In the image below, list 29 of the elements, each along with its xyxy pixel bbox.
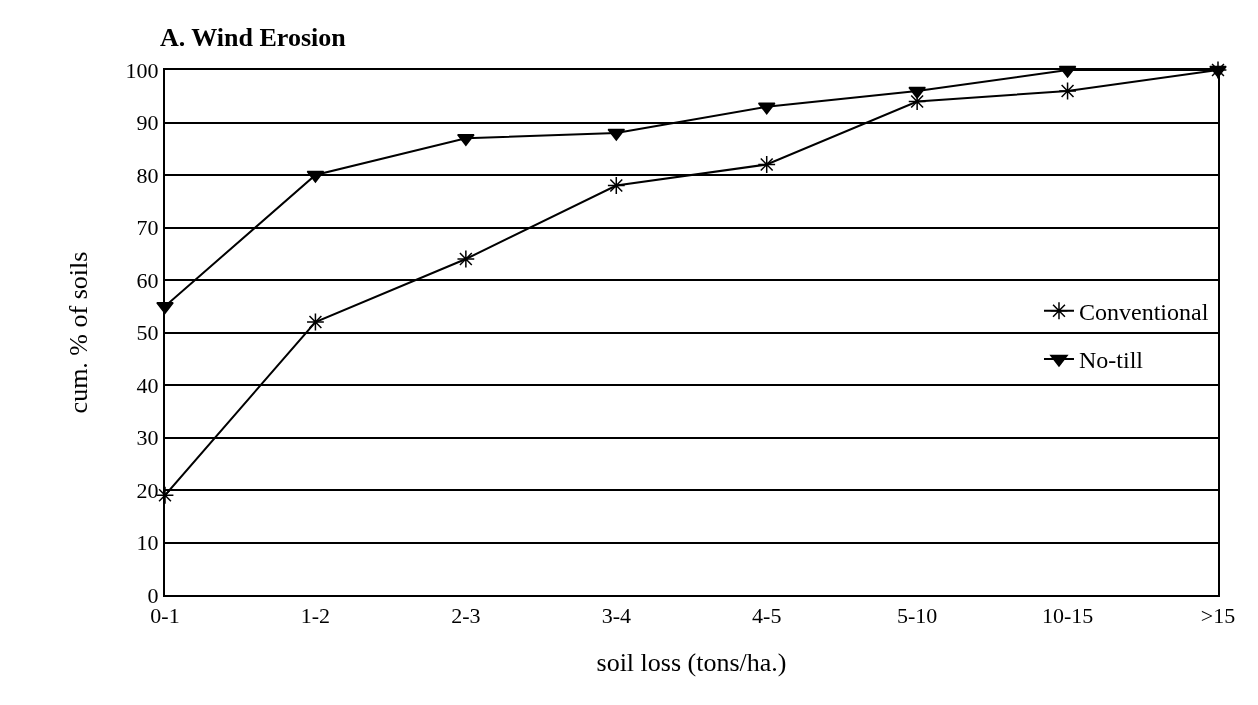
y-tick-label: 80 bbox=[136, 162, 159, 188]
y-tick-label: 100 bbox=[125, 57, 159, 83]
x-tick-label: 10-15 bbox=[1041, 603, 1094, 629]
x-tick-label: 5-10 bbox=[896, 603, 938, 629]
y-tick-label: 70 bbox=[136, 215, 159, 241]
legend-label: Conventional bbox=[1078, 299, 1209, 326]
y-tick-label: 30 bbox=[136, 425, 159, 451]
x-tick-label: 1-2 bbox=[300, 603, 331, 629]
point bbox=[306, 312, 325, 332]
point bbox=[907, 92, 927, 111]
point bbox=[1058, 81, 1077, 101]
point bbox=[456, 249, 476, 269]
y-tick-label: 90 bbox=[136, 110, 159, 136]
y-axis-title: cum. % of soils bbox=[64, 251, 94, 414]
point bbox=[757, 155, 776, 174]
x-tick-label: 2-3 bbox=[451, 603, 481, 629]
point bbox=[607, 176, 626, 195]
x-tick-label: 4-5 bbox=[752, 603, 782, 629]
y-tick-label: 40 bbox=[136, 372, 159, 398]
x-tick-label: 3-4 bbox=[601, 603, 631, 629]
y-tick-label: 50 bbox=[136, 320, 159, 346]
legend-label: No-till bbox=[1078, 347, 1144, 374]
y-tick-label: 10 bbox=[136, 530, 159, 556]
point bbox=[1208, 60, 1228, 80]
chart-title: A. Wind Erosion bbox=[160, 23, 347, 53]
y-tick-label: 20 bbox=[136, 477, 159, 503]
x-tick-label: >15 bbox=[1200, 603, 1236, 629]
y-tick-label: 60 bbox=[136, 267, 159, 293]
x-axis-title: soil loss (tons/ha.) bbox=[596, 647, 787, 677]
